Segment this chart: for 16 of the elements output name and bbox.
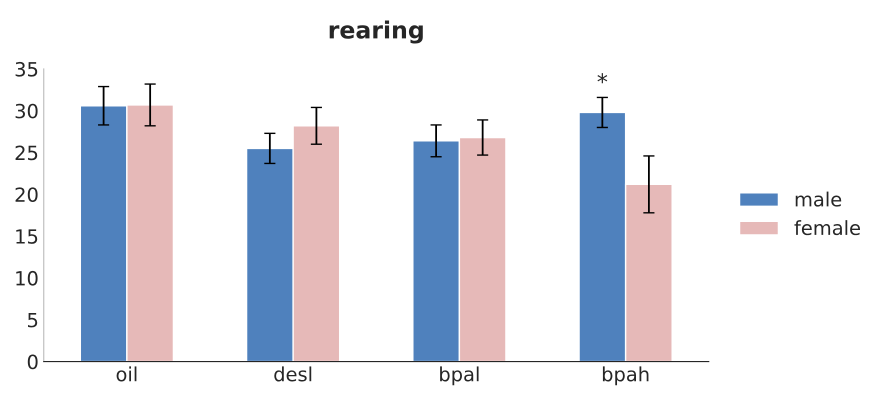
chart-title: rearing [330,20,423,44]
y-tick-label: 20 [16,187,38,202]
x-tick-label: desl [274,366,312,382]
y-tick-label: 10 [16,270,38,286]
y-tick-label: 15 [16,229,38,244]
legend-label: female [794,220,860,236]
y-tick-label: 0 [28,354,38,370]
y-tick-label: 30 [16,104,38,118]
legend-label: male [796,192,842,207]
y-tick-label: 5 [28,312,38,328]
x-tick-label: bpah [602,366,648,386]
y-tick-label: 25 [16,146,38,160]
x-tick-label: oil [116,366,136,382]
annotation: * [597,73,608,84]
x-tick-label: bpal [440,366,479,386]
y-tick-label: 35 [16,62,38,77]
